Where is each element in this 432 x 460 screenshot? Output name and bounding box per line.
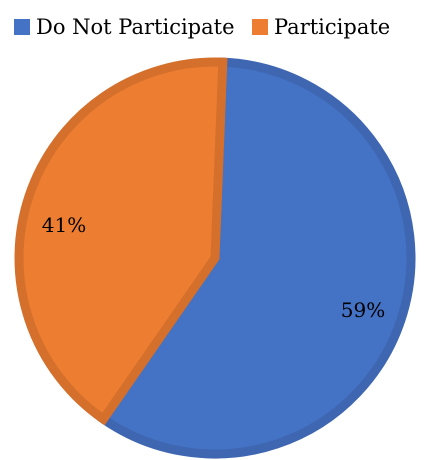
slice-participate xyxy=(14,57,228,426)
legend-swatch-do-not-participate xyxy=(14,19,30,35)
slice-label-participate: 41% xyxy=(42,213,86,237)
legend-swatch-participate xyxy=(252,19,268,35)
legend-label-participate: Participate xyxy=(274,15,391,39)
slice-do-not-participate xyxy=(97,57,416,459)
legend-item-participate: Participate xyxy=(252,12,390,42)
legend-label-do-not-participate: Do Not Participate xyxy=(36,15,235,39)
pie-slices xyxy=(14,57,416,459)
chart-legend: Do Not Participate Participate xyxy=(0,12,432,42)
slice-label-do-not-participate: 59% xyxy=(341,298,385,322)
legend-item-do-not-participate: Do Not Participate xyxy=(14,12,235,42)
